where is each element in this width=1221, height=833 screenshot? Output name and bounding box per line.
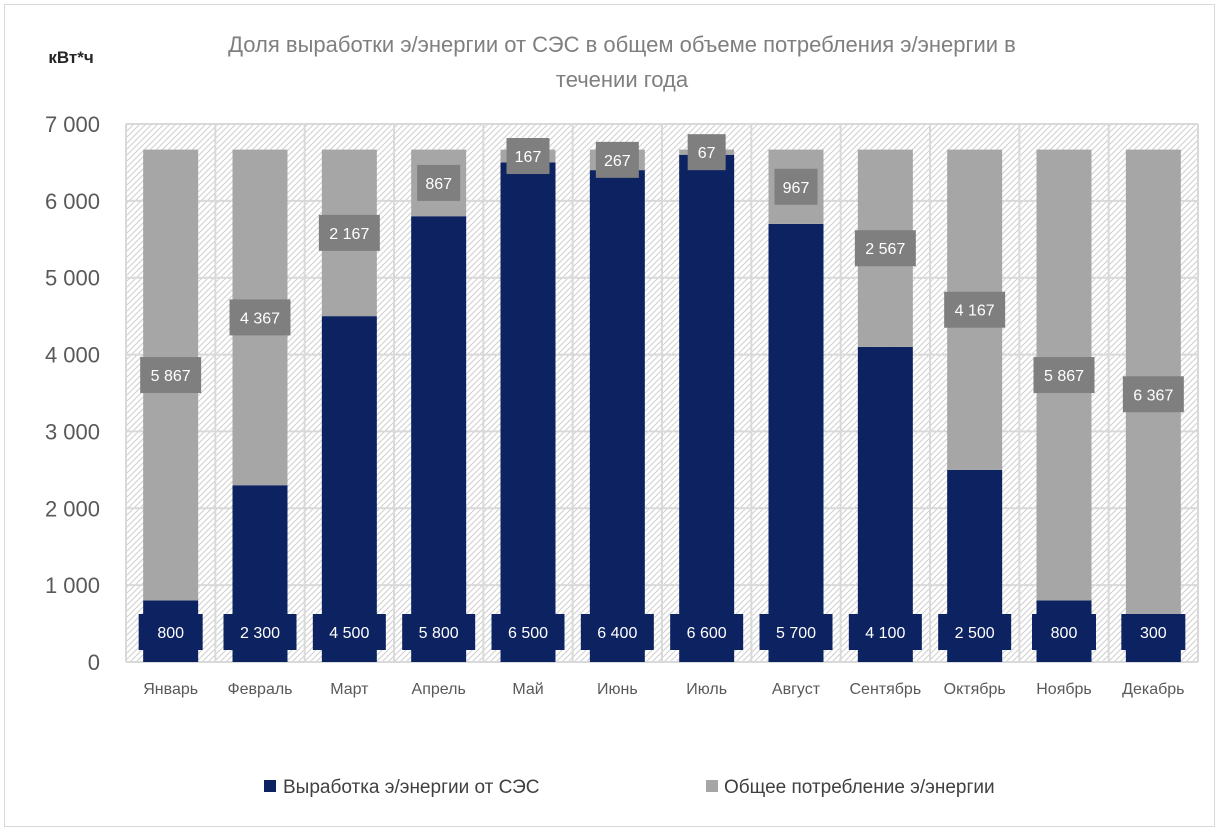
data-label-box-consumption <box>506 138 550 175</box>
bar-generation <box>589 170 645 662</box>
data-label-consumption: 2 567 <box>865 241 905 258</box>
data-label-box-generation <box>491 614 565 650</box>
x-tick-label: Август <box>772 681 821 698</box>
data-label-consumption: 5 867 <box>1044 368 1084 385</box>
y-tick-label: 3 000 <box>45 419 100 444</box>
data-label-box-consumption <box>417 164 461 201</box>
legend: Выработка э/энергии от СЭС Общее потребл… <box>264 777 995 798</box>
data-label-generation: 5 700 <box>776 625 816 642</box>
data-label-generation: 800 <box>157 625 184 642</box>
data-label-consumption: 4 367 <box>240 310 280 327</box>
data-label-consumption: 867 <box>425 176 452 193</box>
x-tick-label: Декабрь <box>1122 681 1184 698</box>
unit-label: кВт*ч <box>48 48 93 67</box>
bar-generation <box>500 162 556 662</box>
data-label-box-generation <box>670 614 744 650</box>
y-tick-label: 2 000 <box>45 496 100 521</box>
x-tick-label: Июль <box>686 681 727 698</box>
gridlines <box>125 123 1199 663</box>
legend-swatch-consumption <box>706 780 718 792</box>
data-labels: 800 5 867 2 300 4 367 4 500 2 167 5 800 867 6 50… <box>138 134 1186 650</box>
data-label-box-consumption <box>774 168 818 205</box>
y-tick-label: 6 000 <box>45 189 100 214</box>
bar-generation <box>411 216 467 662</box>
x-tick-label: Октябрь <box>944 681 1006 698</box>
data-label-consumption: 5 867 <box>151 368 191 385</box>
bar-generation <box>768 223 824 662</box>
x-tick-label: Февраль <box>227 681 292 698</box>
y-tick-label: 7 000 <box>45 112 100 137</box>
data-label-box-consumption <box>687 134 726 171</box>
data-label-consumption: 2 167 <box>329 226 369 243</box>
bar-generation <box>321 316 377 662</box>
data-label-consumption: 4 167 <box>955 303 995 320</box>
data-label-box-generation <box>1121 614 1186 650</box>
x-axis: Январь Февраль Март Апрель Май Июнь Июль Август… <box>143 681 1184 698</box>
data-label-generation: 4 100 <box>865 625 905 642</box>
x-tick-label: Май <box>512 681 543 698</box>
bar-generation <box>857 346 913 662</box>
data-label-generation: 4 500 <box>329 625 369 642</box>
data-label-box-generation <box>138 614 203 650</box>
y-tick-label: 1 000 <box>45 573 100 598</box>
data-label-generation: 800 <box>1051 625 1078 642</box>
data-label-generation: 300 <box>1140 625 1167 642</box>
data-label-box-generation <box>402 614 476 650</box>
data-label-generation: 6 500 <box>508 625 548 642</box>
data-label-box-consumption <box>854 230 916 267</box>
data-label-generation: 2 500 <box>955 625 995 642</box>
data-label-generation: 6 600 <box>687 625 727 642</box>
data-label-box-consumption <box>318 214 380 251</box>
data-label-consumption: 967 <box>783 180 810 197</box>
chart-title-line-2: течении года <box>556 67 689 92</box>
data-label-generation: 6 400 <box>597 625 637 642</box>
x-tick-label: Июнь <box>597 681 638 698</box>
data-label-box-generation <box>312 614 386 650</box>
y-tick-label: 4 000 <box>45 343 100 368</box>
y-tick-label: 5 000 <box>45 266 100 291</box>
x-tick-label: Январь <box>143 681 198 698</box>
legend-label-consumption: Общее потребление э/энергии <box>724 777 995 798</box>
data-label-consumption: 167 <box>515 149 542 166</box>
data-label-consumption: 267 <box>604 153 631 170</box>
data-label-box-consumption <box>1033 357 1095 394</box>
x-tick-label: Март <box>330 681 369 698</box>
legend-label-generation: Выработка э/энергии от СЭС <box>283 777 540 798</box>
data-label-generation: 5 800 <box>419 625 459 642</box>
y-axis: 0 1 000 2 000 3 000 4 000 5 000 6 000 7 000 <box>45 112 100 675</box>
x-tick-label: Апрель <box>412 681 466 698</box>
y-tick-label: 0 <box>88 650 100 675</box>
data-label-box-consumption <box>140 357 202 394</box>
data-label-box-generation <box>580 614 654 650</box>
data-label-consumption: 67 <box>698 145 716 162</box>
data-label-generation: 2 300 <box>240 625 280 642</box>
data-label-box-consumption <box>1122 376 1184 413</box>
data-label-box-consumption <box>595 141 639 178</box>
x-tick-label: Сентябрь <box>849 681 921 698</box>
data-label-box-generation <box>938 614 1012 650</box>
data-label-box-generation <box>223 614 297 650</box>
data-label-box-consumption <box>229 299 291 336</box>
bar-generation <box>679 154 735 662</box>
legend-swatch-generation <box>264 780 276 792</box>
data-label-box-consumption <box>944 291 1006 328</box>
data-label-consumption: 6 367 <box>1133 387 1173 404</box>
data-label-box-generation <box>848 614 922 650</box>
data-label-box-generation <box>759 614 833 650</box>
x-tick-label: Ноябрь <box>1036 681 1092 698</box>
chart-title-line-1: Доля выработки э/энергии от СЭС в общем … <box>228 32 1016 57</box>
data-label-box-generation <box>1032 614 1096 650</box>
